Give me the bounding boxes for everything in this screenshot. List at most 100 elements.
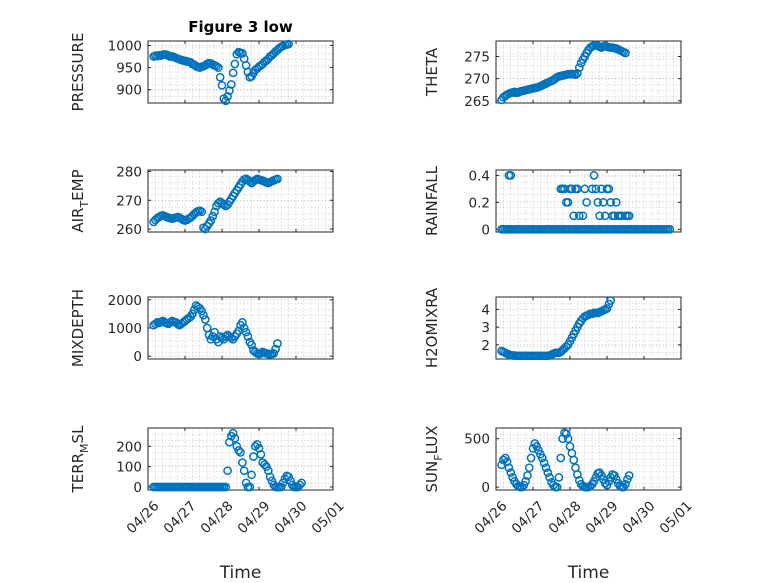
data-point <box>197 207 207 217</box>
data-point <box>504 463 514 473</box>
x-tick-label: 04/27 <box>161 498 200 537</box>
data-point <box>212 61 221 71</box>
data-point <box>260 460 269 469</box>
y-tick-label: 0 <box>481 222 490 238</box>
y-tick-label: 4 <box>481 302 490 318</box>
data-point <box>238 318 247 327</box>
data-point <box>197 306 207 316</box>
data-point <box>521 476 530 486</box>
data-point <box>624 211 634 221</box>
data-point <box>262 462 271 471</box>
data-point <box>223 466 232 476</box>
y-tick-label: 0 <box>133 349 142 365</box>
data-point <box>582 197 591 207</box>
x-tick-label: 04/28 <box>198 498 237 537</box>
data-point <box>221 332 231 341</box>
axes-frame <box>495 296 682 360</box>
data-point <box>232 441 242 451</box>
y-tick-label: 0 <box>133 480 142 496</box>
data-point <box>247 340 256 350</box>
y-tick-label: 100 <box>116 460 142 476</box>
data-point <box>587 184 597 194</box>
data-point <box>245 177 255 186</box>
y-tick-label: 260 <box>116 222 142 238</box>
y-tick-label: 900 <box>116 83 142 99</box>
subplot-4: 0 0.2 0.4 RAINFALL <box>423 165 682 238</box>
data-point <box>611 197 621 207</box>
ylabel-7: TERRMSL <box>69 425 91 494</box>
data-point <box>628 224 638 234</box>
x-tick-label: 04/26 <box>472 498 511 537</box>
axes-frame <box>495 40 682 104</box>
x-tick-label: 04/26 <box>124 498 163 537</box>
data-point <box>573 470 582 479</box>
data-point <box>278 478 288 488</box>
data-point <box>554 473 564 482</box>
data-point <box>199 310 208 320</box>
data-point <box>151 319 160 329</box>
data-point <box>574 63 584 72</box>
data-point <box>238 458 247 467</box>
data-point <box>595 211 604 221</box>
y-tick-label: 950 <box>116 61 142 77</box>
data-point <box>526 453 536 463</box>
y-tick-label: 280 <box>116 164 142 180</box>
data-point <box>206 216 216 225</box>
y-tick-label: 1000 <box>108 321 142 337</box>
data-point <box>230 59 240 69</box>
y-tick-label: 200 <box>116 439 142 455</box>
y-tick-label: 3 <box>481 320 490 336</box>
axes-frame <box>147 40 334 104</box>
data-point <box>602 304 612 313</box>
data-point <box>624 471 634 480</box>
x-tick-label: 04/29 <box>583 498 622 537</box>
ylabel-8: SUNFLUX <box>423 426 445 493</box>
data-point <box>286 476 295 486</box>
subplot-6: 2 3 4 H2OMIXRA <box>423 287 682 368</box>
data-point <box>271 344 280 354</box>
x-tick-label: 04/29 <box>235 498 274 537</box>
ylabel-3: AIRTEMP <box>69 169 91 232</box>
data-point <box>621 479 630 489</box>
data-point <box>276 482 286 492</box>
data-point <box>545 473 554 482</box>
data-point <box>573 68 582 78</box>
data-point <box>236 448 245 457</box>
data-point <box>208 211 218 221</box>
data-point <box>586 224 595 234</box>
subplot-1: 900 950 1000 PRESSURE Figure 3 low <box>69 18 334 111</box>
data-point <box>295 480 305 490</box>
data-point <box>561 429 571 439</box>
data-point <box>621 48 630 58</box>
data-point <box>256 450 266 459</box>
data-point <box>539 458 549 468</box>
data-point <box>297 478 306 488</box>
y-tick-label: 265 <box>464 94 490 110</box>
data-point <box>232 49 242 59</box>
data-point <box>589 171 599 180</box>
data-point <box>200 315 210 324</box>
data-point <box>578 211 588 221</box>
x-tick-label: 04/30 <box>272 498 311 537</box>
data-point <box>604 184 614 194</box>
data-point <box>228 428 238 438</box>
data-point <box>273 174 282 184</box>
data-point <box>537 453 547 463</box>
data-point <box>238 49 247 58</box>
subplot-3: 260 270 280 AIRTEMP <box>69 164 334 238</box>
data-point <box>223 92 232 101</box>
data-point <box>524 463 534 473</box>
data-point <box>569 455 579 465</box>
data-point <box>239 466 249 476</box>
data-point <box>593 197 603 207</box>
data-point <box>506 171 516 180</box>
data-point <box>265 472 275 482</box>
data-point <box>230 433 240 443</box>
y-tick-label: 2000 <box>108 293 142 309</box>
y-tick-label: 0 <box>481 480 490 496</box>
data-point <box>221 96 231 106</box>
data-point <box>523 471 532 480</box>
xlabel-7: Time <box>219 563 262 583</box>
